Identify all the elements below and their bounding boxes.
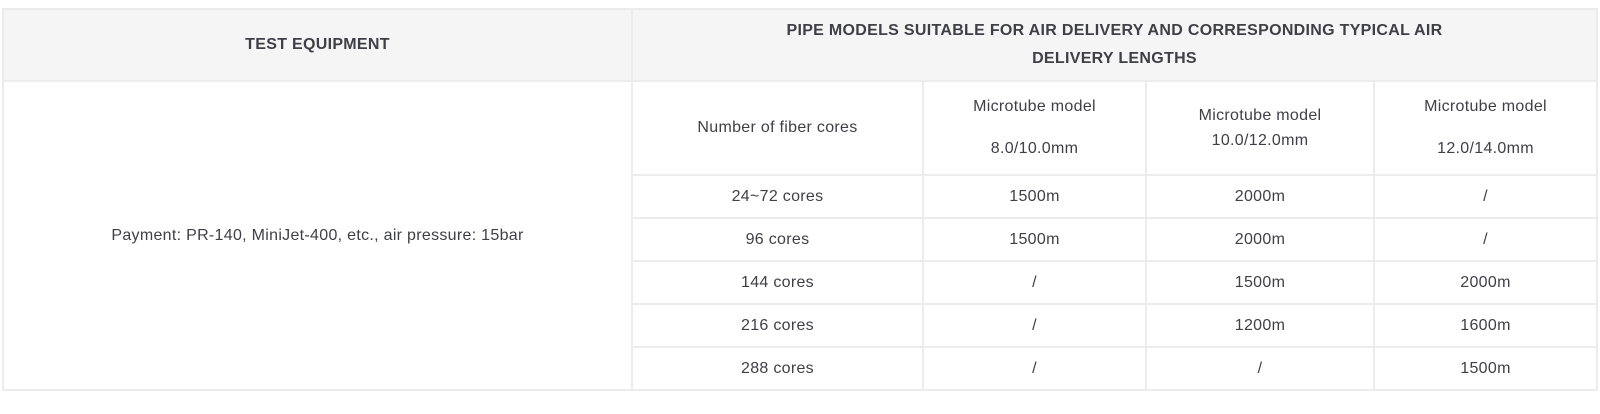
length-cell: 1200m — [1145, 303, 1375, 348]
table-row: 144 cores / 1500m 2000m — [3, 260, 1598, 305]
length-cell: / — [1145, 346, 1375, 391]
length-cell: 1600m — [1373, 303, 1598, 348]
cores-cell: 96 cores — [631, 217, 924, 262]
length-cell: 2000m — [1373, 260, 1598, 305]
microtube-8-line2: 8.0/10.0mm — [990, 140, 1079, 157]
microtube-10-line1: Microtube model — [1198, 106, 1322, 124]
length-cell: / — [922, 303, 1147, 348]
length-cell: 2000m — [1145, 174, 1375, 219]
equipment-cell: Payment: PR-140, MiniJet-400, etc., air … — [2, 80, 633, 391]
cores-cell: 24~72 cores — [631, 174, 924, 219]
test-equipment-header: TEST EQUIPMENT — [2, 8, 633, 82]
cores-cell: 288 cores — [631, 346, 924, 391]
length-cell: / — [1373, 217, 1598, 262]
microtube-12-column-header: Microtube model 12.0/14.0mm — [1373, 80, 1598, 176]
microtube-10-line2: 10.0/12.0mm — [1211, 131, 1309, 149]
microtube-8-column-header: Microtube model 8.0/10.0mm — [922, 80, 1147, 176]
table-row: 24~72 cores 1500m 2000m / — [3, 174, 1598, 219]
fiber-cores-column-header: Number of fiber cores — [631, 80, 924, 176]
length-cell: 1500m — [922, 217, 1147, 262]
pipe-models-header: PIPE MODELS SUITABLE FOR AIR DELIVERY AN… — [631, 8, 1598, 82]
table-row: 288 cores / / 1500m — [3, 346, 1598, 391]
subheader-row: Payment: PR-140, MiniJet-400, etc., air … — [2, 80, 1598, 391]
length-cell: / — [922, 260, 1147, 305]
length-cell: 2000m — [1145, 217, 1375, 262]
length-cell: 1500m — [1373, 346, 1598, 391]
cores-cell: 144 cores — [631, 260, 924, 305]
length-cell: 1500m — [922, 174, 1147, 219]
microtube-8-line1: Microtube model — [973, 98, 1096, 115]
spec-table: TEST EQUIPMENT PIPE MODELS SUITABLE FOR … — [2, 8, 1598, 391]
length-cell: 1500m — [1145, 260, 1375, 305]
microtube-10-column-header: Microtube model 10.0/12.0mm — [1145, 80, 1375, 176]
table-row: 96 cores 1500m 2000m / — [3, 217, 1598, 262]
cores-cell: 216 cores — [631, 303, 924, 348]
table-row: 216 cores / 1200m 1600m — [3, 303, 1598, 348]
equipment-text: Payment: PR-140, MiniJet-400, etc., air … — [111, 226, 524, 244]
test-equipment-header-label: TEST EQUIPMENT — [245, 36, 390, 53]
pipe-models-header-label: PIPE MODELS SUITABLE FOR AIR DELIVERY AN… — [786, 22, 1443, 67]
header-row: TEST EQUIPMENT PIPE MODELS SUITABLE FOR … — [2, 8, 1598, 82]
microtube-12-line2: 12.0/14.0mm — [1437, 140, 1534, 157]
microtube-12-line1: Microtube model — [1424, 98, 1547, 115]
length-cell: / — [1373, 174, 1598, 219]
length-cell: / — [922, 346, 1147, 391]
